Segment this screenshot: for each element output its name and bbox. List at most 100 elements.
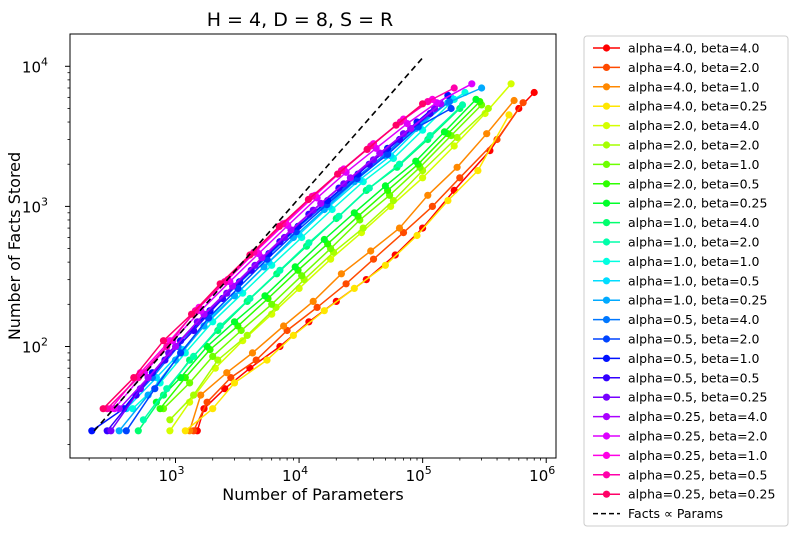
data-point [367,247,375,255]
legend: alpha=4.0, beta=4.0 alpha=4.0, beta=2.0 al… [583,35,789,527]
data-point [166,427,174,435]
data-point [276,342,284,351]
data-point [412,157,420,165]
series-line [102,103,424,410]
data-point [309,297,317,305]
legend-label: alpha=0.25, beta=1.0 [628,448,767,463]
series-line [162,104,483,410]
data-point [395,135,404,144]
data-point [99,405,107,413]
data-point [139,416,147,424]
data-point [216,322,224,330]
y-tick-label: 104 [22,55,48,76]
data-point [419,174,427,182]
legend-label: alpha=2.0, beta=4.0 [628,118,760,133]
legend-marker [602,102,611,110]
reference-line [93,57,424,432]
data-point [381,182,389,190]
data-point [447,104,455,113]
legend-label: alpha=0.25, beta=2.0 [628,429,767,444]
data-point [214,356,222,364]
data-point [88,427,96,435]
data-point [530,88,538,97]
legend-marker [602,63,611,71]
data-point [209,405,217,413]
data-point [263,356,271,364]
data-point [115,427,123,435]
data-point [450,186,458,194]
data-point [392,121,400,129]
legend-frame [583,35,789,527]
data-point [243,331,251,339]
legend-marker [602,257,611,265]
data-point [304,195,312,204]
plot-area [69,33,557,459]
legend-label: alpha=0.5, beta=4.0 [628,312,760,327]
data-point [276,266,284,274]
data-point [247,266,255,274]
legend-label: alpha=2.0, beta=1.0 [628,157,760,172]
data-point [156,405,164,413]
data-point [507,80,515,88]
data-point [384,150,392,158]
data-point [186,379,194,387]
legend-label: Facts ∝ Params [628,506,723,521]
legend-label: alpha=4.0, beta=0.25 [628,99,767,114]
data-point [280,322,288,330]
series [99,100,427,413]
data-point [369,156,378,164]
axis-ticks: 103 104 105 106 102 103 104 [22,55,555,485]
legend-marker [602,180,611,188]
legend-label: alpha=2.0, beta=0.25 [628,196,767,211]
series [186,96,518,435]
legend-label: alpha=1.0, beta=0.25 [628,293,767,308]
data-point [261,292,269,300]
series-line [159,101,481,410]
data-point [221,385,229,393]
data-point [359,224,367,232]
data-point [181,427,189,435]
data-point [275,222,283,230]
legend-label: alpha=4.0, beta=2.0 [628,60,760,75]
legend-marker [602,238,611,246]
data-point [350,284,358,292]
series [152,95,480,406]
y-axis-label: Number of Facts Stored [5,152,24,340]
data-point [519,99,527,107]
legend-marker [602,122,611,130]
legend-marker [602,451,611,459]
legend-marker [602,199,611,207]
legend-marker [602,277,611,285]
legend-label: alpha=0.25, beta=4.0 [628,409,767,424]
data-point [458,101,467,109]
data-point [230,318,239,326]
data-point [159,337,168,345]
data-point [151,385,159,393]
y-tick-label: 103 [22,195,48,216]
legend-marker [602,335,611,343]
data-point [122,427,130,435]
data-point [246,294,254,303]
data-point [295,284,303,292]
data-point [197,391,205,399]
data-point [280,233,288,242]
y-tick-label: 102 [22,335,48,356]
data-point [334,170,342,178]
data-point [313,303,321,311]
data-point [483,130,491,138]
x-tick-label: 104 [282,464,308,485]
data-point [342,280,350,288]
data-point [159,391,168,399]
series-line [184,114,510,432]
data-point [337,270,345,278]
series-line [155,98,477,403]
legend-label: alpha=0.5, beta=1.0 [628,351,760,366]
data-point [166,337,174,345]
data-point [230,379,239,387]
data-point [206,307,214,315]
data-point [209,352,217,360]
data-point [440,128,448,136]
legend-label: alpha=2.0, beta=2.0 [628,138,760,153]
data-point [203,398,211,406]
